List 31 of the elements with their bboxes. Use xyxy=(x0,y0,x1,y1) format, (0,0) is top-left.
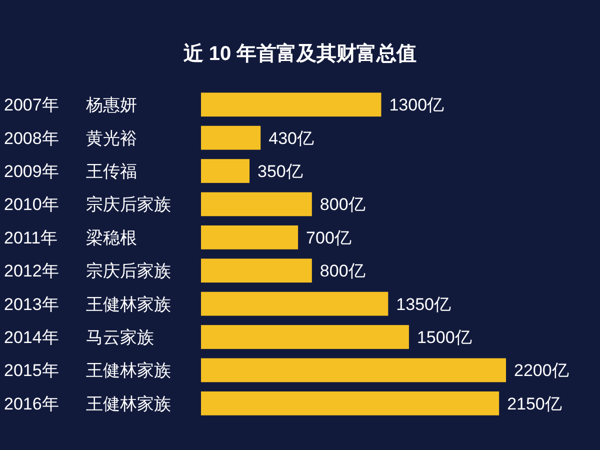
category-label: 2014年 马云家族 xyxy=(4,328,154,347)
bar xyxy=(201,126,261,150)
data-label: 1350亿 xyxy=(396,294,451,314)
data-label: 700亿 xyxy=(306,228,352,248)
category-label: 2010年 宗庆后家族 xyxy=(4,195,171,214)
data-label: 2200亿 xyxy=(514,361,569,380)
bar xyxy=(201,325,409,349)
category-label: 2007年 杨惠妍 xyxy=(4,96,137,115)
data-label: 350亿 xyxy=(258,162,303,181)
bar xyxy=(201,358,506,382)
bar xyxy=(201,92,382,117)
bar xyxy=(201,391,500,416)
category-label: 2012年 宗庆后家族 xyxy=(4,262,171,281)
bar xyxy=(201,225,298,250)
category-label: 2013年 王健林家族 xyxy=(4,294,171,314)
category-label: 2008年 黄光裕 xyxy=(4,128,137,148)
data-label: 2150亿 xyxy=(507,394,562,414)
category-label: 2009年 王传福 xyxy=(4,162,137,181)
data-label: 800亿 xyxy=(320,262,366,281)
data-label: 800亿 xyxy=(320,195,366,214)
chart-title: 近 10 年首富及其财富总值 xyxy=(182,42,417,65)
bar xyxy=(201,292,388,316)
bar xyxy=(201,258,312,283)
data-label: 1300亿 xyxy=(389,96,444,115)
data-label: 1500亿 xyxy=(416,328,472,347)
bar xyxy=(201,159,250,183)
bar xyxy=(201,192,312,216)
data-label: 430亿 xyxy=(268,128,314,148)
category-label: 2015年 王健林家族 xyxy=(4,361,171,380)
category-label: 2011年 梁稳根 xyxy=(4,228,137,248)
category-label: 2016年 王健林家族 xyxy=(4,394,171,414)
